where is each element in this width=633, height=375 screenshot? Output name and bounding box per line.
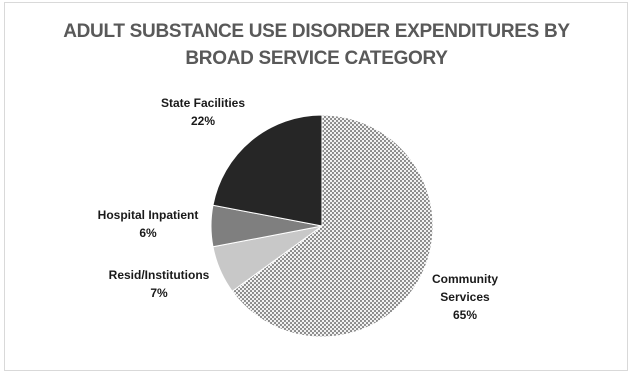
slice-label-2: Hospital Inpatient 6% xyxy=(98,208,199,240)
slice-value-label: 22% xyxy=(191,114,215,128)
slice-name-label: Community xyxy=(432,272,498,286)
chart-title: ADULT SUBSTANCE USE DISORDER EXPENDITURE… xyxy=(0,18,633,72)
slice-label-0: Community Services 65% xyxy=(432,272,498,322)
pie-slice-3 xyxy=(212,114,323,227)
chart-title-line-1: ADULT SUBSTANCE USE DISORDER EXPENDITURE… xyxy=(63,21,570,42)
pie-slice-0 xyxy=(231,114,434,338)
slice-name-label: Services xyxy=(440,290,490,304)
slice-value-label: 6% xyxy=(139,226,157,240)
slice-value-label: 7% xyxy=(150,286,168,300)
slice-label-3: State Facilities 22% xyxy=(161,96,245,128)
chart-title-line-2: BROAD SERVICE CATEGORY xyxy=(185,48,448,69)
slice-value-label: 65% xyxy=(453,308,477,322)
slice-label-1: Resid/Institutions 7% xyxy=(109,268,210,300)
slice-name-label: State Facilities xyxy=(161,96,245,110)
slice-name-label: Resid/Institutions xyxy=(109,268,210,282)
slice-name-label: Hospital Inpatient xyxy=(98,208,199,222)
